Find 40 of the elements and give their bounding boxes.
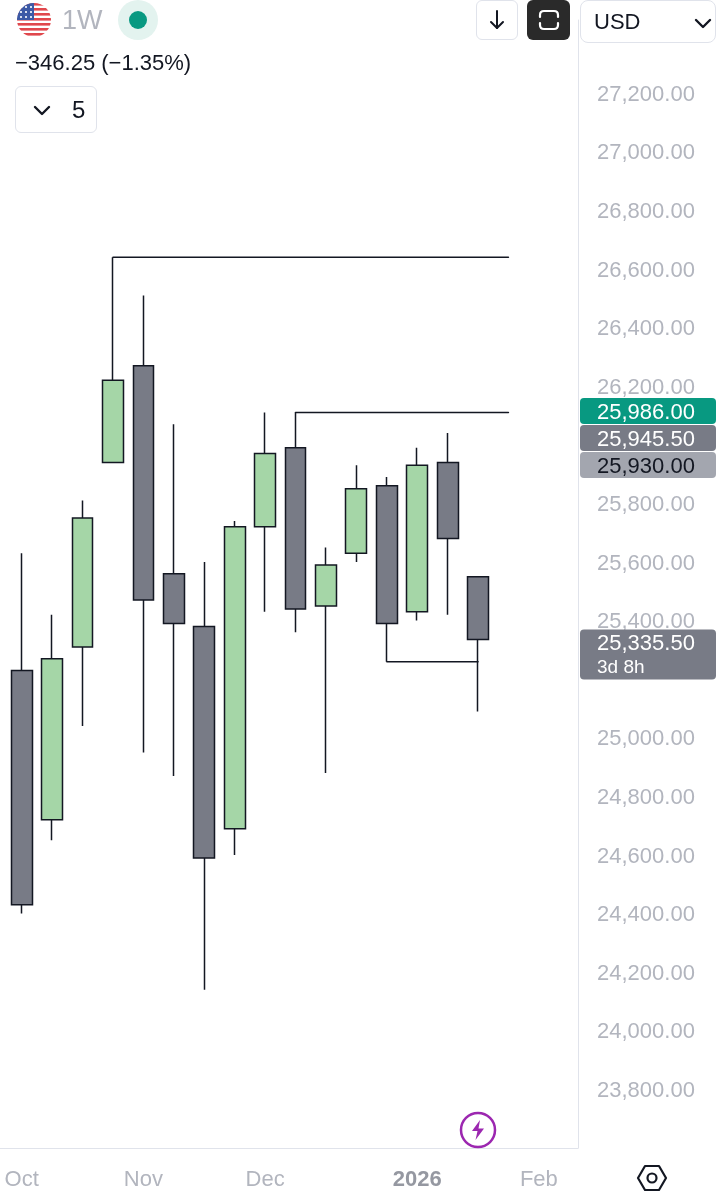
x-tick-label: Oct [4,1165,39,1191]
y-tick-label: 25,000.00 [597,725,695,751]
candlestick [40,614,64,842]
y-tick-label: 26,600.00 [597,256,695,282]
annotation: 5 [72,95,86,125]
y-tick-label: 25,600.00 [597,549,695,575]
y-tick-label: 26,200.00 [597,373,695,399]
y-tick-label: 24,200.00 [597,959,695,985]
candlestick [253,411,277,613]
candlestick [132,294,155,754]
chart-title: 1W [62,4,103,37]
y-tick-label: 27,200.00 [597,80,695,106]
x-tick-label: Nov [123,1165,163,1191]
y-tick-label: 26,400.00 [597,315,695,341]
candlestick [405,447,429,622]
candlestick [162,423,186,777]
candlestick [192,561,216,991]
candlestick [436,432,460,616]
x-tick-label: Feb [519,1165,558,1191]
y-tick-label: 26,800.00 [597,197,695,223]
dropdown: 5 [15,86,97,133]
y-tick-label: 24,800.00 [597,783,695,809]
y-tick-label: 23,800.00 [597,1076,695,1102]
candlestick [344,464,368,563]
y-tick-label: 24,000.00 [597,1018,695,1044]
y-tick-label: 27,000.00 [597,139,695,165]
text: 25,945.50 [597,425,695,451]
y-tick-label: 24,600.00 [597,842,695,868]
text: 25,930.00 [597,452,695,478]
candlestick [71,499,94,727]
y-tick-label: 24,400.00 [597,901,695,927]
dropdown: USD [580,0,716,43]
text: 25,986.00 [597,398,695,424]
x-tick-label: Dec [245,1165,285,1191]
candlestick [10,552,34,915]
candlestick [223,520,247,856]
y-tick-label: 25,800.00 [597,490,695,516]
text: −346.25 (−1.35%) [15,49,192,77]
x-tick-label: 2026 [392,1165,442,1191]
candlestick [314,546,338,774]
